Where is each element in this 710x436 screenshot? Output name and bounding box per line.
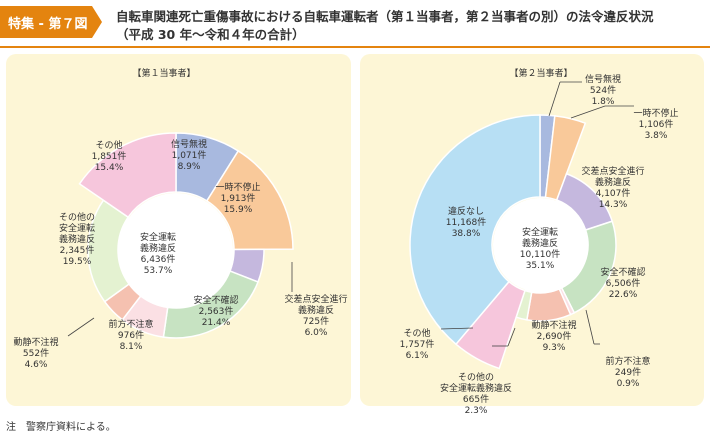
slice-label: その他の安全運転義務違反 2,345件 19.5% bbox=[59, 211, 95, 267]
leader-line bbox=[67, 317, 95, 337]
figure-badge bbox=[0, 6, 92, 38]
pie-slice bbox=[409, 114, 541, 346]
slice-label: 交差点安全進行義務違反 4,107件 14.3% bbox=[581, 165, 644, 210]
slice-label: 交差点安全進行義務違反 725件 6.0% bbox=[284, 293, 347, 338]
slice-label: 安全不確認 2,563件 21.4% bbox=[193, 294, 238, 328]
slice-label: 違反なし 11,168件 38.8% bbox=[446, 205, 487, 239]
slice-label: 安全不確認 6,506件 22.6% bbox=[600, 266, 645, 300]
slice-label: 動静不注視 552件 4.6% bbox=[13, 336, 58, 370]
slice-label: その他の安全運転義務違反 665件 2.3% bbox=[440, 371, 512, 416]
slice-label: 一時不停止 1,913件 15.9% bbox=[215, 181, 260, 215]
slice-label: 前方不注意 976件 8.1% bbox=[108, 318, 153, 352]
leader-line bbox=[570, 105, 606, 119]
slice-label: 動静不注視 2,690件 9.3% bbox=[531, 319, 576, 353]
slice-label: 一時不停止 1,106件 3.8% bbox=[633, 107, 678, 141]
pie-chart-1: 【第１当事者】安全運転義務違反 6,436件 53.7% 信号無視 1,071件 8.9%… bbox=[13, 67, 347, 370]
center-label: 安全運転義務違反 6,436件 53.7% bbox=[140, 231, 176, 276]
slice-label: 信号無視 524件 1.8% bbox=[585, 73, 621, 107]
pie-slice bbox=[205, 149, 294, 251]
leader-line bbox=[440, 327, 474, 330]
center-disc bbox=[119, 193, 233, 307]
slice-label: 前方不注意 249件 0.9% bbox=[605, 355, 650, 389]
figure-badge-label: 特集 - 第７図 bbox=[8, 17, 88, 32]
leader-line bbox=[507, 327, 516, 347]
pie-chart-2: 【第２当事者】安全運転義務違反 10,110件 35.1% 信号無視 524件 1.8% 一… bbox=[400, 67, 679, 416]
figure-title: 自転車関連死亡重傷事故における自転車運転者（第１当事者，第２当事者の別）の法令違… bbox=[116, 9, 654, 24]
source-note: 注 警察庁資料による。 bbox=[6, 422, 116, 433]
figure-subtitle: （平成 30 年～令和４年の合計） bbox=[116, 27, 305, 42]
figure-badge-arrow bbox=[92, 6, 102, 38]
chart-title: 【第２当事者】 bbox=[509, 67, 572, 79]
header-rule bbox=[0, 46, 710, 48]
figure-header: 特集 - 第７図 自転車関連死亡重傷事故における自転車運転者（第１当事者，第２当… bbox=[0, 0, 710, 46]
pie-slice bbox=[78, 132, 177, 219]
slice-label: 信号無視 1,071件 8.9% bbox=[171, 138, 207, 172]
center-disc bbox=[493, 198, 587, 292]
center-label: 安全運転義務違反 10,110件 35.1% bbox=[520, 226, 561, 271]
slice-label: その他 1,757件 6.1% bbox=[400, 327, 435, 361]
leader-line bbox=[548, 81, 561, 117]
slice-label: その他 1,851件 15.4% bbox=[92, 139, 127, 173]
chart-title: 【第１当事者】 bbox=[132, 67, 195, 79]
leader-line bbox=[585, 309, 595, 345]
